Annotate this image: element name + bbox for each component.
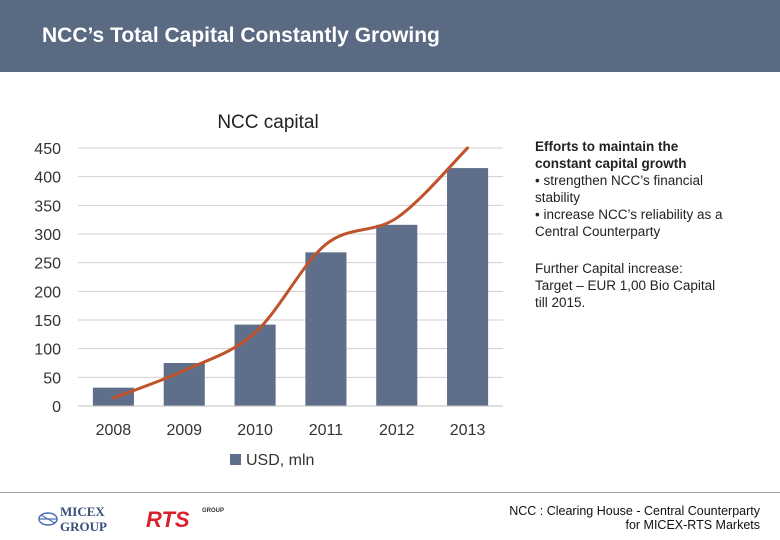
bullet-line: stability (535, 190, 581, 205)
header-bar: NCC’s Total Capital Constantly Growing (0, 0, 780, 72)
y-tick-label: 400 (34, 170, 61, 187)
micex-globe-icon (38, 512, 58, 526)
y-tick-label: 0 (52, 399, 61, 416)
bullet-line: Central Counterparty (535, 224, 661, 239)
y-tick-label: 100 (34, 342, 61, 359)
y-tick-label: 200 (34, 284, 61, 301)
legend-swatch (230, 454, 241, 465)
further-line: Further Capital increase: (535, 261, 683, 276)
chart-container: NCC capital 0 50 100 150 200 250 300 350 400 450 20… (28, 98, 518, 480)
rts-logo-sub: GROUP (202, 508, 224, 514)
efforts-heading: Efforts to maintain the constant capital… (535, 138, 765, 172)
slide-title: NCC’s Total Capital Constantly Growing (42, 24, 440, 47)
bullet-line: • increase NCC’s reliability as a (535, 207, 723, 222)
bullet-reliability: • increase NCC’s reliability as a Centra… (535, 206, 765, 240)
y-tick-label: 450 (34, 141, 61, 158)
bar (447, 168, 489, 406)
y-tick-label: 250 (34, 256, 61, 273)
x-tick-label: 2013 (450, 422, 486, 439)
footer-line-2: for MICEX-RTS Markets (625, 518, 760, 532)
x-tick-label: 2009 (166, 422, 202, 439)
x-tick-label: 2010 (237, 422, 273, 439)
further-line: till 2015. (535, 295, 586, 310)
bar (234, 324, 276, 406)
micex-logo-line1: MICEX (60, 504, 105, 519)
rts-group-logo: RTS GROUP (146, 507, 224, 532)
x-tick-label: 2011 (309, 422, 344, 439)
x-tick-label: 2008 (96, 422, 132, 439)
trend-line (111, 146, 470, 400)
chart-title: NCC capital (217, 112, 318, 133)
footer-divider (0, 492, 780, 493)
legend-label: USD, mln (246, 452, 314, 469)
x-tick-label: 2012 (379, 422, 415, 439)
y-tick-label: 350 (34, 198, 61, 215)
ncc-capital-chart: NCC capital 0 50 100 150 200 250 300 350 400 450 20… (34, 112, 503, 469)
footer-line-1: NCC : Clearing House - Central Counterpa… (509, 504, 760, 518)
bar (376, 224, 418, 406)
side-text-block: Efforts to maintain the constant capital… (535, 138, 765, 311)
bullet-financial-stability: • strengthen NCC’s financial stability (535, 172, 765, 206)
efforts-heading-line: constant capital growth (535, 156, 687, 171)
y-tick-label: 300 (34, 227, 61, 244)
micex-group-logo: MICEX GROUP (38, 504, 107, 534)
y-tick-label: 50 (43, 370, 61, 387)
rts-logo-main: RTS (146, 507, 190, 532)
footer-caption: NCC : Clearing House - Central Counterpa… (509, 504, 760, 532)
efforts-heading-line: Efforts to maintain the (535, 139, 679, 154)
bar (305, 252, 347, 406)
y-tick-label: 150 (34, 313, 61, 330)
micex-logo-line2: GROUP (60, 519, 107, 534)
further-capital-text: Further Capital increase: Target – EUR 1… (535, 260, 765, 311)
bullet-line: • strengthen NCC’s financial (535, 173, 704, 188)
further-line: Target – EUR 1,00 Bio Capital (535, 278, 716, 293)
